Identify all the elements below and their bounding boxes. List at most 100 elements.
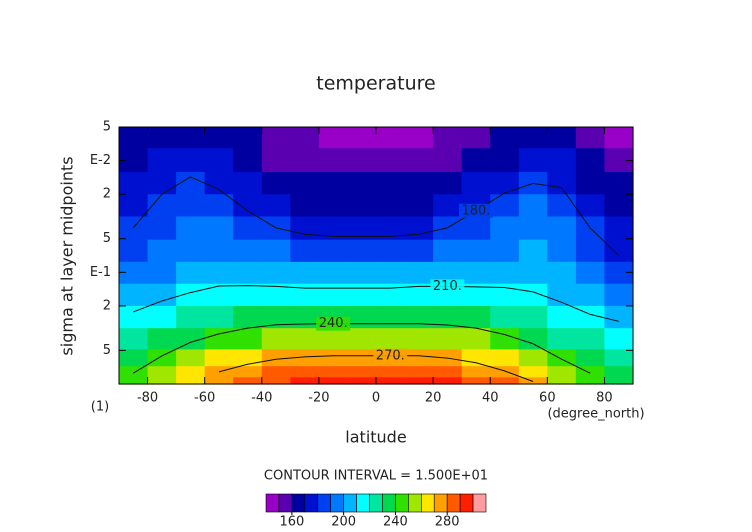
field-cell	[204, 305, 234, 329]
field-cell	[119, 194, 149, 218]
contour-label-bg	[458, 203, 493, 218]
field-cell	[575, 283, 606, 307]
field-cell	[347, 194, 377, 218]
field-cell	[119, 349, 149, 367]
field-cell	[119, 239, 149, 263]
field-cell	[261, 172, 291, 195]
field-cell	[575, 172, 606, 195]
field-cell	[290, 305, 320, 329]
field-cell	[490, 239, 520, 263]
field-cell	[318, 349, 349, 367]
field-cell	[547, 377, 577, 385]
colorbar-box	[446, 493, 461, 513]
field-cell	[318, 366, 349, 378]
contour-label-bg	[430, 279, 465, 294]
y-axis-label: sigma at layer midpoints	[58, 156, 77, 355]
overlay: 180. 210. 240. 270.	[118, 126, 634, 385]
field-cell	[376, 172, 406, 195]
y-tick-label: E-1	[90, 265, 111, 280]
field-cell	[318, 194, 349, 218]
field-cell	[147, 239, 177, 263]
field-cell	[404, 216, 434, 241]
field-cell	[318, 239, 349, 263]
field-cell	[461, 366, 491, 378]
field-cell	[290, 148, 320, 173]
field-cell	[290, 328, 320, 350]
field-cell	[261, 377, 291, 385]
contour-label-bg	[373, 348, 408, 363]
field-cell	[233, 283, 263, 307]
field-cell	[547, 172, 577, 195]
field-cell	[518, 349, 548, 367]
field-cell	[233, 328, 263, 350]
field-cell	[461, 239, 491, 263]
contour-label: 240.	[319, 316, 348, 331]
field-cell	[119, 127, 149, 149]
field-cell	[547, 283, 577, 307]
field-cell	[233, 172, 263, 195]
field-cell	[575, 366, 606, 378]
field-cell	[318, 216, 349, 241]
field-cell	[376, 148, 406, 173]
field-cell	[318, 127, 349, 149]
field-cell	[176, 127, 206, 149]
colorbar-box	[330, 493, 344, 513]
field-cell	[261, 127, 291, 149]
colorbar-box	[291, 493, 306, 513]
field-cell	[119, 261, 149, 285]
field-cell	[347, 377, 377, 385]
field-cell	[490, 328, 520, 350]
field-cell	[261, 366, 291, 378]
field-cell	[147, 148, 177, 173]
colorbar-box	[317, 493, 332, 513]
colorbar-box	[304, 493, 319, 513]
field-cell	[547, 148, 577, 173]
colorbar-box	[408, 493, 422, 513]
colorbar-box	[472, 493, 487, 513]
field-cell	[433, 366, 463, 378]
field-cell	[376, 127, 406, 149]
field-cell	[204, 239, 234, 263]
field-cell	[404, 172, 434, 195]
field-cell	[147, 261, 177, 285]
field-cell	[290, 172, 320, 195]
field-cell	[176, 366, 206, 378]
field-cell	[433, 239, 463, 263]
field-cell	[347, 148, 377, 173]
contour-label: 180.	[461, 203, 490, 218]
field-cell	[404, 328, 434, 350]
colorbar-tick-label: 160	[279, 515, 304, 530]
field-cell	[433, 305, 463, 329]
field-cell	[518, 148, 548, 173]
field-cell	[518, 239, 548, 263]
colorbar-tick-label: 240	[383, 515, 408, 530]
field-cell	[261, 349, 291, 367]
field-cell	[547, 239, 577, 263]
field-cell	[147, 305, 177, 329]
field-cell	[233, 148, 263, 173]
y-unit: (1)	[91, 400, 109, 415]
field-cell	[604, 328, 634, 350]
field-cell	[518, 216, 548, 241]
contour-interval: CONTOUR INTERVAL = 1.500E+01	[264, 469, 488, 484]
field-cell	[376, 216, 406, 241]
field-cell	[518, 328, 548, 350]
field-cell	[347, 127, 377, 149]
field-cell	[347, 172, 377, 195]
field-cell	[490, 216, 520, 241]
field-cell	[147, 377, 177, 385]
field-cell	[318, 148, 349, 173]
field-cell	[547, 305, 577, 329]
field-cell	[233, 127, 263, 149]
field-cell	[290, 377, 320, 385]
contour-line	[132, 176, 620, 256]
field-cell	[575, 194, 606, 218]
field-cell	[347, 366, 377, 378]
field-cell	[404, 305, 434, 329]
colorbar-box	[278, 493, 293, 513]
field-cell	[290, 366, 320, 378]
x-tick-label: -40	[251, 391, 272, 406]
field-cell	[547, 261, 577, 285]
field-cell	[376, 194, 406, 218]
